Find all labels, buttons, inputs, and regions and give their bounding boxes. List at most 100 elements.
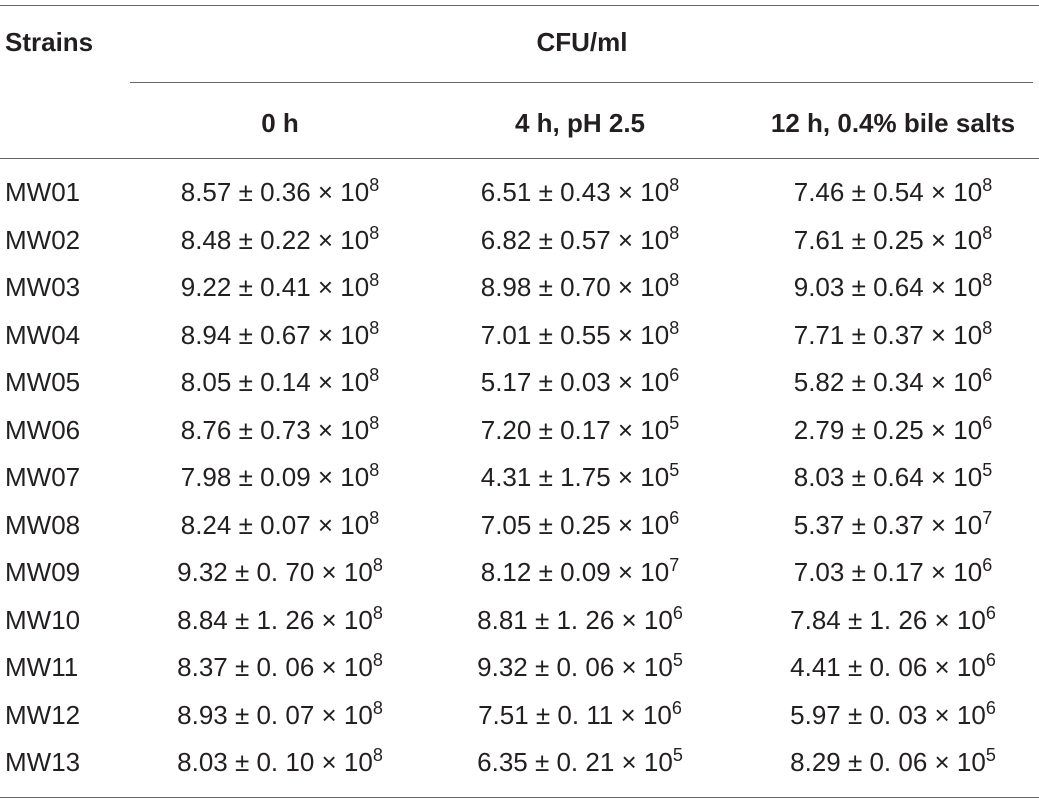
cell-exponent: 8 bbox=[669, 175, 680, 195]
cell-value: 7.98 ± 0.09 × 10 bbox=[180, 462, 370, 492]
cell-value: 7.01 ± 0.55 × 10 bbox=[480, 319, 670, 350]
cell-value: 8.24 ± 0.07 × 10 bbox=[180, 509, 370, 540]
cell-exponent: 7 bbox=[669, 555, 680, 575]
cell-exponent: 8 bbox=[982, 175, 993, 195]
cell: 8.12 ± 0.09 × 107 bbox=[481, 555, 680, 587]
cell-exponent: 8 bbox=[369, 222, 380, 243]
cell-value: 7.03 ± 0.17 × 10 bbox=[793, 557, 983, 587]
strain-name: MW12 bbox=[5, 699, 81, 730]
cell-exponent: 8 bbox=[369, 317, 380, 338]
cell-exponent: 5 bbox=[982, 460, 993, 480]
cell-value: 8.05 ± 0.14 × 10 bbox=[180, 367, 370, 397]
cell-value: 7.46 ± 0.54 × 10 bbox=[793, 177, 983, 207]
cell-exponent: 8 bbox=[369, 412, 380, 433]
cell-value: 8.03 ± 0. 10 × 10 bbox=[177, 747, 373, 777]
cell-exponent: 6 bbox=[669, 365, 680, 385]
cell: 8.93 ± 0. 07 × 108 bbox=[177, 697, 383, 730]
cell-exponent: 8 bbox=[669, 270, 680, 290]
strain-name: MW08 bbox=[5, 509, 81, 540]
cell: 7.98 ± 0.09 × 108 bbox=[180, 460, 380, 492]
cell-value: 9.32 ± 0. 70 × 10 bbox=[177, 557, 373, 587]
cell-exponent: 8 bbox=[369, 365, 380, 385]
strain-name: MW03 bbox=[5, 272, 81, 302]
group-header: CFU/ml bbox=[536, 27, 628, 57]
cell-exponent: 8 bbox=[669, 222, 680, 243]
strain-name: MW04 bbox=[5, 319, 81, 350]
cell-exponent: 7 bbox=[982, 507, 993, 528]
cell: 5.37 ± 0.37 × 107 bbox=[794, 507, 993, 540]
cell: 6.82 ± 0.57 × 108 bbox=[481, 222, 680, 255]
cell-value: 8.94 ± 0.67 × 10 bbox=[180, 319, 370, 350]
cell: 7.05 ± 0.25 × 106 bbox=[480, 507, 680, 540]
cell-exponent: 8 bbox=[369, 460, 380, 480]
strain-name: MW07 bbox=[5, 462, 81, 492]
column-header: 0 h bbox=[261, 108, 299, 138]
cell: 5.17 ± 0.03 × 106 bbox=[480, 365, 680, 397]
cell-exponent: 8 bbox=[369, 507, 380, 528]
cell-exponent: 6 bbox=[982, 555, 993, 575]
cell-exponent: 8 bbox=[669, 317, 680, 338]
cell-value: 5.97 ± 0. 03 × 10 bbox=[790, 699, 986, 730]
cell: 8.84 ± 1. 26 × 108 bbox=[177, 602, 383, 635]
cell-value: 4.31 ± 1.75 × 10 bbox=[480, 462, 670, 492]
cell-exponent: 6 bbox=[671, 697, 682, 718]
strain-name: MW11 bbox=[5, 652, 79, 682]
cell-value: 4.41 ± 0. 06 × 10 bbox=[790, 652, 986, 682]
cell-exponent: 5 bbox=[669, 460, 680, 480]
cell-exponent: 8 bbox=[372, 697, 383, 718]
cell-value: 5.82 ± 0.34 × 10 bbox=[793, 367, 983, 397]
cell-value: 8.48 ± 0.22 × 10 bbox=[180, 224, 370, 255]
strain-name: MW05 bbox=[5, 367, 81, 397]
cell: 9.22 ± 0.41 × 108 bbox=[181, 271, 380, 302]
cell: 9.32 ± 0. 06 × 105 bbox=[477, 650, 683, 682]
strain-name: MW10 bbox=[5, 604, 81, 635]
cell: 7.03 ± 0.17 × 106 bbox=[793, 555, 993, 587]
cell: 8.37 ± 0. 06 × 108 bbox=[177, 651, 383, 682]
cell: 6.51 ± 0.43 × 108 bbox=[480, 175, 680, 207]
cell: 8.48 ± 0.22 × 108 bbox=[180, 222, 380, 255]
cell: 5.97 ± 0. 03 × 106 bbox=[790, 699, 996, 730]
cell-value: 6.51 ± 0.43 × 10 bbox=[480, 177, 670, 207]
cell-value: 2.79 ± 0.25 × 10 bbox=[793, 414, 983, 445]
bottom-rule bbox=[0, 797, 1039, 798]
cell-exponent: 6 bbox=[672, 602, 683, 623]
cell-value: 8.84 ± 1. 26 × 10 bbox=[177, 604, 373, 635]
cell-value: 8.98 ± 0.70 × 10 bbox=[480, 272, 670, 302]
cell: 8.03 ± 0. 10 × 108 bbox=[177, 745, 383, 777]
cell: 9.03 ± 0.64 × 108 bbox=[794, 271, 993, 302]
cell-exponent: 5 bbox=[672, 745, 683, 765]
strain-name: MW13 bbox=[5, 747, 81, 777]
cell-value: 7.20 ± 0.17 × 10 bbox=[480, 414, 670, 445]
cell-exponent: 8 bbox=[372, 602, 383, 623]
cell: 8.98 ± 0.70 × 108 bbox=[480, 270, 680, 302]
cell: 7.01 ± 0.55 × 108 bbox=[480, 317, 680, 350]
cell-exponent: 8 bbox=[372, 745, 383, 765]
column-header: 4 h, pH 2.5 bbox=[514, 108, 646, 138]
cell-value: 7.61 ± 0.25 × 10 bbox=[793, 224, 983, 255]
cell: 8.57 ± 0.36 × 108 bbox=[181, 176, 380, 207]
cell-exponent: 5 bbox=[669, 412, 680, 433]
cell-exponent: 6 bbox=[669, 507, 680, 528]
cell-exponent: 8 bbox=[372, 555, 383, 575]
cell: 7.20 ± 0.17 × 105 bbox=[480, 412, 680, 445]
cell: 8.29 ± 0. 06 × 105 bbox=[790, 746, 996, 777]
cell: 7.51 ± 0. 11 × 106 bbox=[478, 697, 682, 730]
column-header: 12 h, 0.4% bile salts bbox=[770, 108, 1016, 138]
cell-value: 7.05 ± 0.25 × 10 bbox=[480, 509, 670, 540]
cell: 9.32 ± 0. 70 × 108 bbox=[177, 555, 383, 587]
cell-exponent: 5 bbox=[672, 650, 683, 670]
cell-exponent: 8 bbox=[982, 222, 993, 243]
cell-value: 8.93 ± 0. 07 × 10 bbox=[177, 699, 373, 730]
cell-value: 8.76 ± 0.73 × 10 bbox=[180, 414, 370, 445]
cell: 7.71 ± 0.37 × 108 bbox=[793, 319, 993, 350]
cell-value: 7.71 ± 0.37 × 10 bbox=[793, 319, 983, 350]
cell: 2.79 ± 0.25 × 106 bbox=[793, 414, 993, 445]
cell-value: 8.37 ± 0. 06 × 10 bbox=[177, 652, 373, 682]
cell-value: 5.17 ± 0.03 × 10 bbox=[480, 367, 670, 397]
cell-exponent: 6 bbox=[985, 650, 996, 670]
group-rule bbox=[130, 82, 1033, 83]
top-rule bbox=[0, 5, 1039, 6]
cell: 8.76 ± 0.73 × 108 bbox=[180, 412, 380, 445]
header-rule bbox=[0, 158, 1039, 159]
